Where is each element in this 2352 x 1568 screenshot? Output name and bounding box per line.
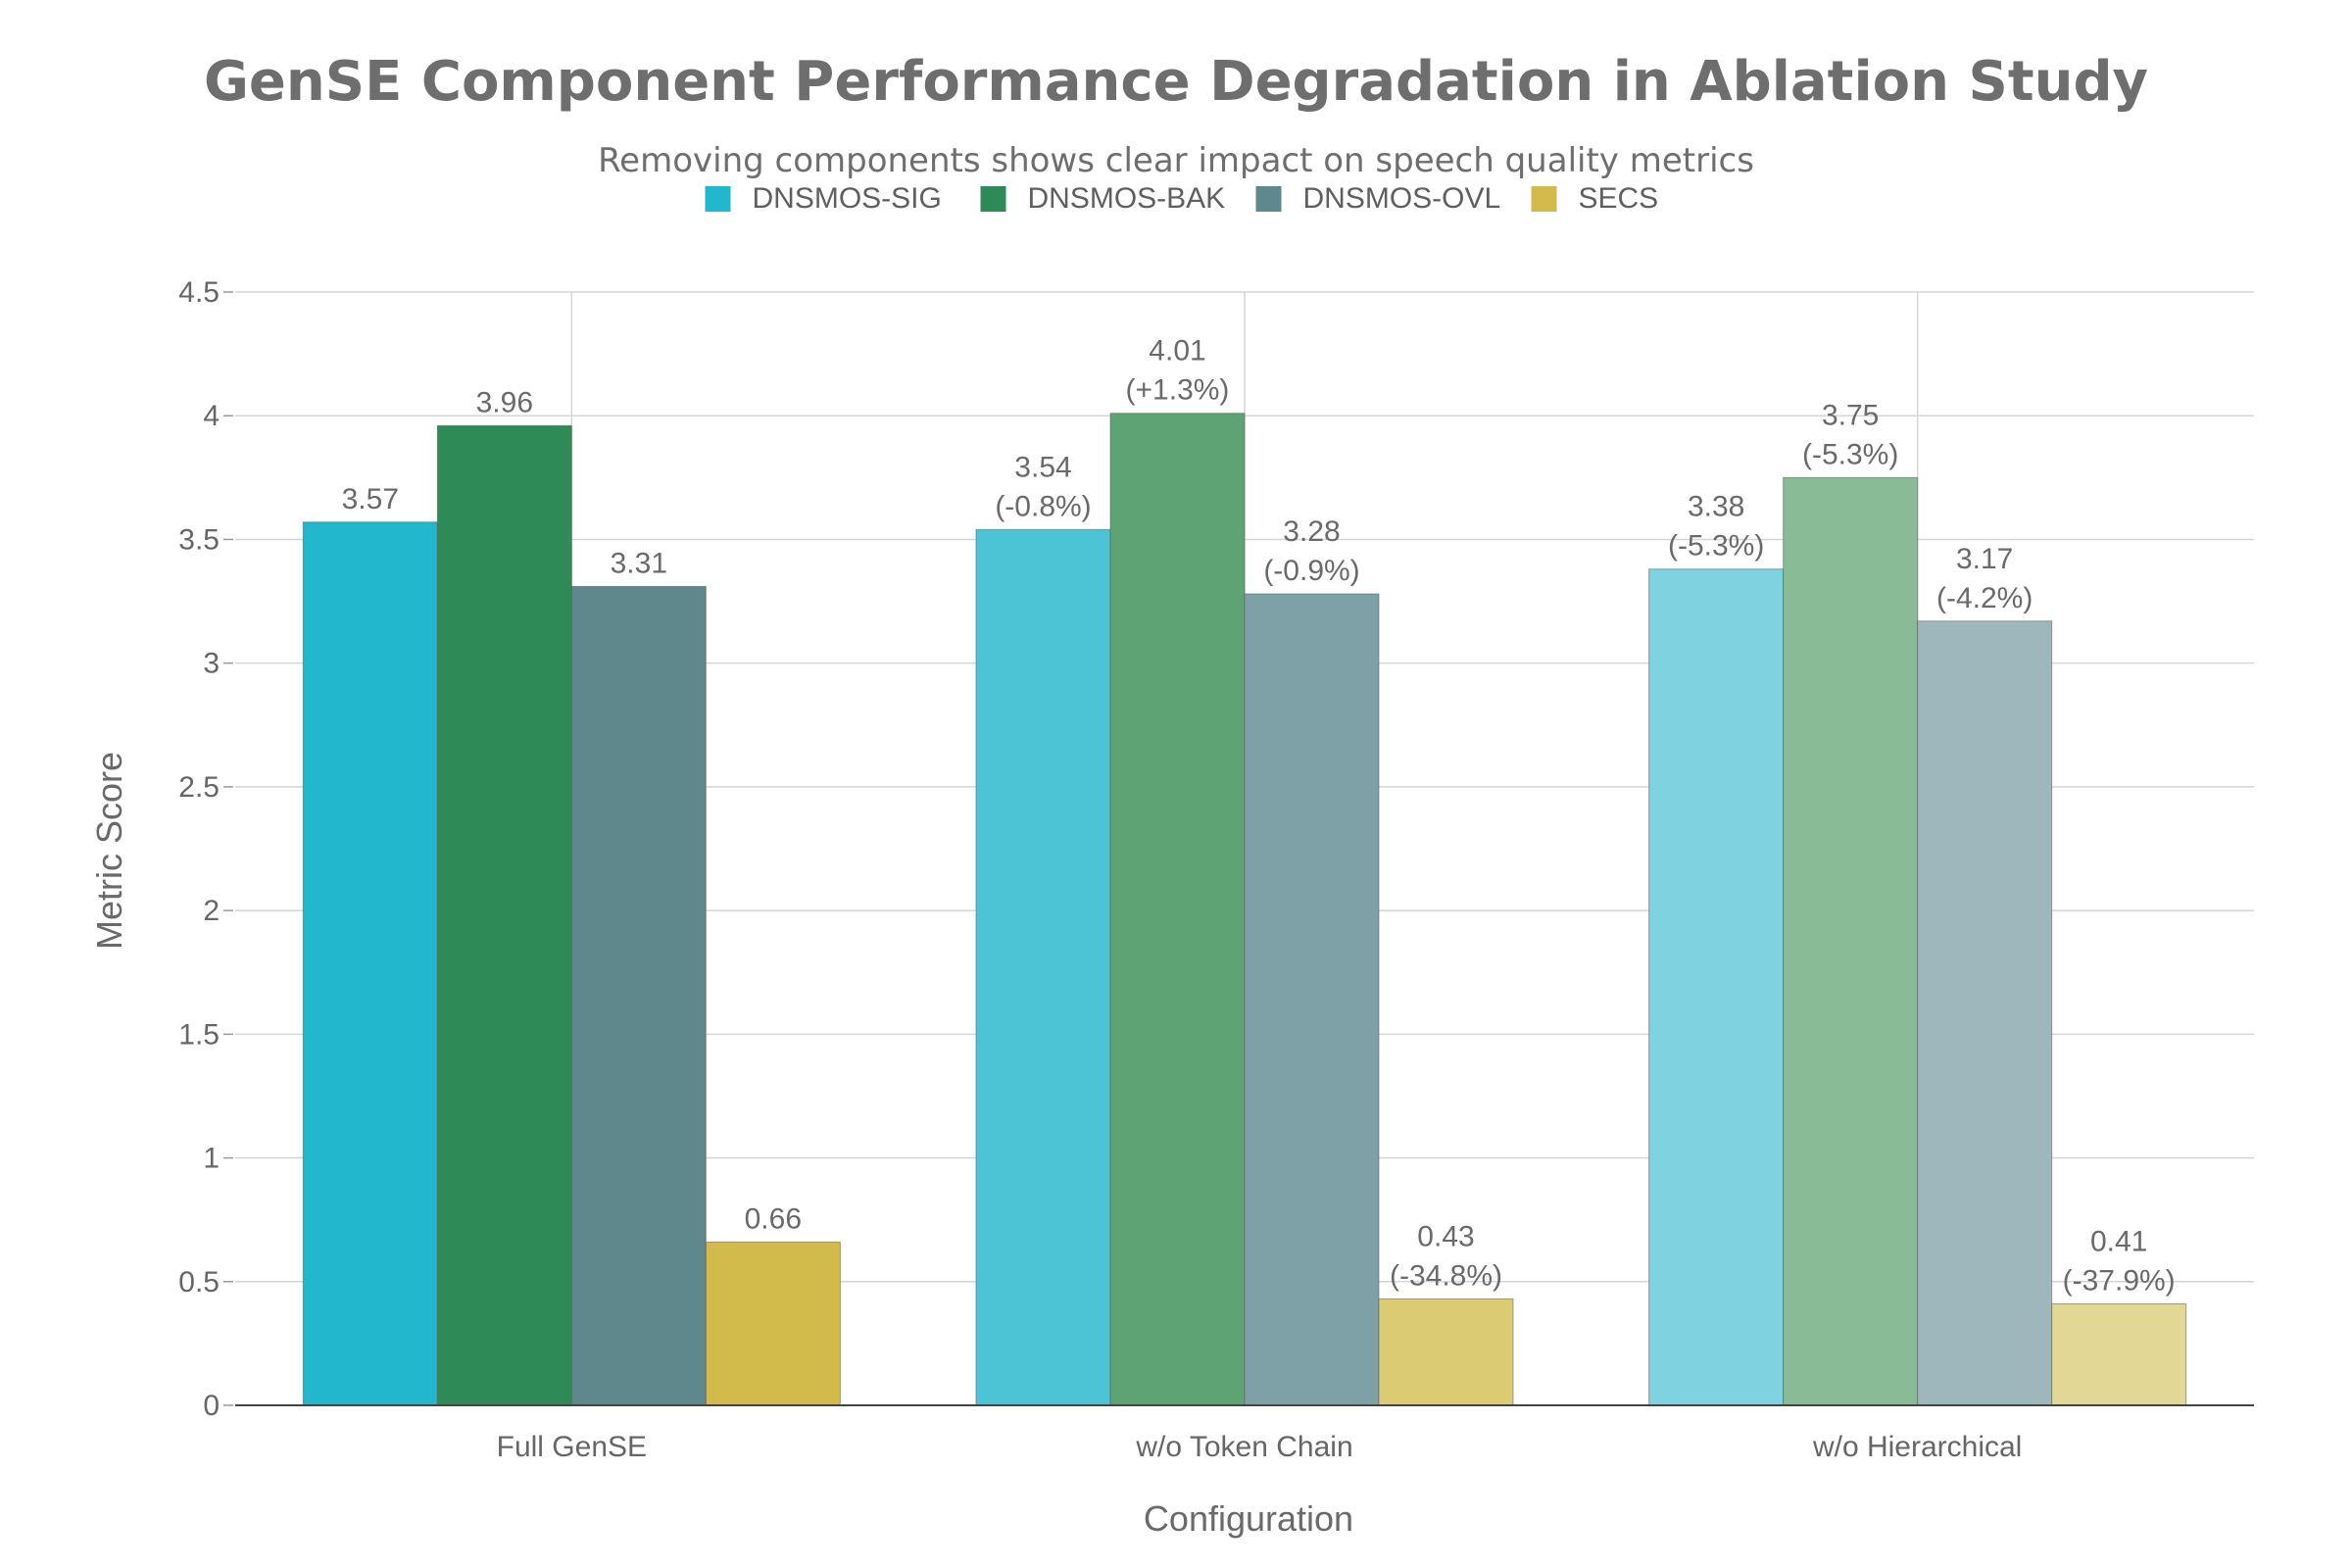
bar-dnsmos-sig-1 — [302, 521, 438, 1406]
data-label: 3.75 — [1822, 399, 1879, 431]
data-label: 3.38 — [1688, 491, 1744, 523]
data-label: 4.01 — [1149, 335, 1205, 368]
data-label: 3.96 — [476, 386, 533, 418]
data-label: (-0.9%) — [1263, 555, 1359, 587]
bar-dnsmos-sig-2 — [975, 528, 1111, 1406]
x-tick-label: w/o Token Chain — [1135, 1431, 1352, 1463]
data-label: 3.31 — [611, 547, 667, 579]
legend-swatch-dnsmos-bak — [980, 186, 1006, 212]
bar-dnsmos-sig-3 — [1648, 568, 1785, 1406]
bars — [302, 413, 2187, 1406]
bar-dnsmos-bak-1 — [436, 424, 572, 1406]
bar-secs-3 — [2051, 1302, 2187, 1406]
y-tick-label: 2.5 — [178, 771, 220, 804]
y-tick-label: 1 — [203, 1143, 220, 1175]
y-tick-label: 3 — [203, 648, 220, 680]
x-axis-title: Configuration — [1144, 1498, 1353, 1539]
y-tick-label: 3.5 — [178, 523, 220, 556]
data-label: 0.66 — [745, 1202, 802, 1235]
x-tick-label: w/o Hierarchical — [1812, 1431, 2022, 1463]
y-tick-label: 4.5 — [178, 276, 220, 309]
legend: DNSMOS-SIG DNSMOS-BAK DNSMOS-OVL SECS — [705, 182, 1659, 215]
legend-label: DNSMOS-OVL — [1303, 182, 1501, 215]
y-tick-label: 4 — [203, 400, 220, 432]
y-tick-label: 2 — [203, 895, 220, 927]
data-label: (+1.3%) — [1126, 374, 1230, 407]
data-label: (-37.9%) — [2063, 1264, 2176, 1297]
legend-swatch-dnsmos-sig — [705, 186, 731, 212]
data-label: 0.43 — [1417, 1220, 1474, 1252]
bar-secs-1 — [705, 1241, 841, 1406]
y-axis-title: Metric Score — [89, 752, 129, 950]
chart-title: GenSE Component Performance Degradation … — [204, 50, 2148, 114]
bar-dnsmos-ovl-1 — [570, 585, 707, 1406]
data-label: (-4.2%) — [1936, 582, 2033, 614]
data-label: (-0.8%) — [995, 490, 1091, 522]
data-label: 3.54 — [1014, 451, 1071, 483]
bar-dnsmos-bak-3 — [1783, 476, 1919, 1406]
data-label: (-34.8%) — [1390, 1259, 1502, 1292]
bar-dnsmos-bak-2 — [1109, 413, 1246, 1406]
y-tick-label: 1.5 — [178, 1018, 220, 1051]
data-label: 3.17 — [1956, 543, 2013, 575]
data-label: (-5.3%) — [1668, 530, 1764, 563]
chart-subtitle: Removing components shows clear impact o… — [598, 141, 1754, 180]
bar-dnsmos-ovl-2 — [1244, 593, 1380, 1406]
bar-dnsmos-ovl-3 — [1917, 620, 2053, 1406]
data-label: 3.28 — [1283, 515, 1340, 548]
x-tick-label: Full GenSE — [497, 1431, 647, 1463]
legend-swatch-secs — [1531, 186, 1557, 212]
y-tick-label: 0 — [203, 1390, 220, 1422]
data-label: 3.57 — [342, 483, 399, 515]
data-label: (-5.3%) — [1802, 438, 1898, 470]
legend-label: DNSMOS-BAK — [1028, 182, 1226, 215]
legend-swatch-dnsmos-ovl — [1255, 186, 1282, 212]
legend-label: DNSMOS-SIG — [753, 182, 942, 215]
data-label: 0.41 — [2090, 1225, 2147, 1257]
bar-secs-2 — [1378, 1298, 1514, 1406]
legend-label: SECS — [1579, 182, 1659, 215]
data-labels: 3.57 3.96 3.31 0.66 3.54 (-0.8%) 4.01 (+1.3%) 3.… — [342, 335, 2176, 1298]
y-tick-label: 0.5 — [178, 1266, 220, 1298]
